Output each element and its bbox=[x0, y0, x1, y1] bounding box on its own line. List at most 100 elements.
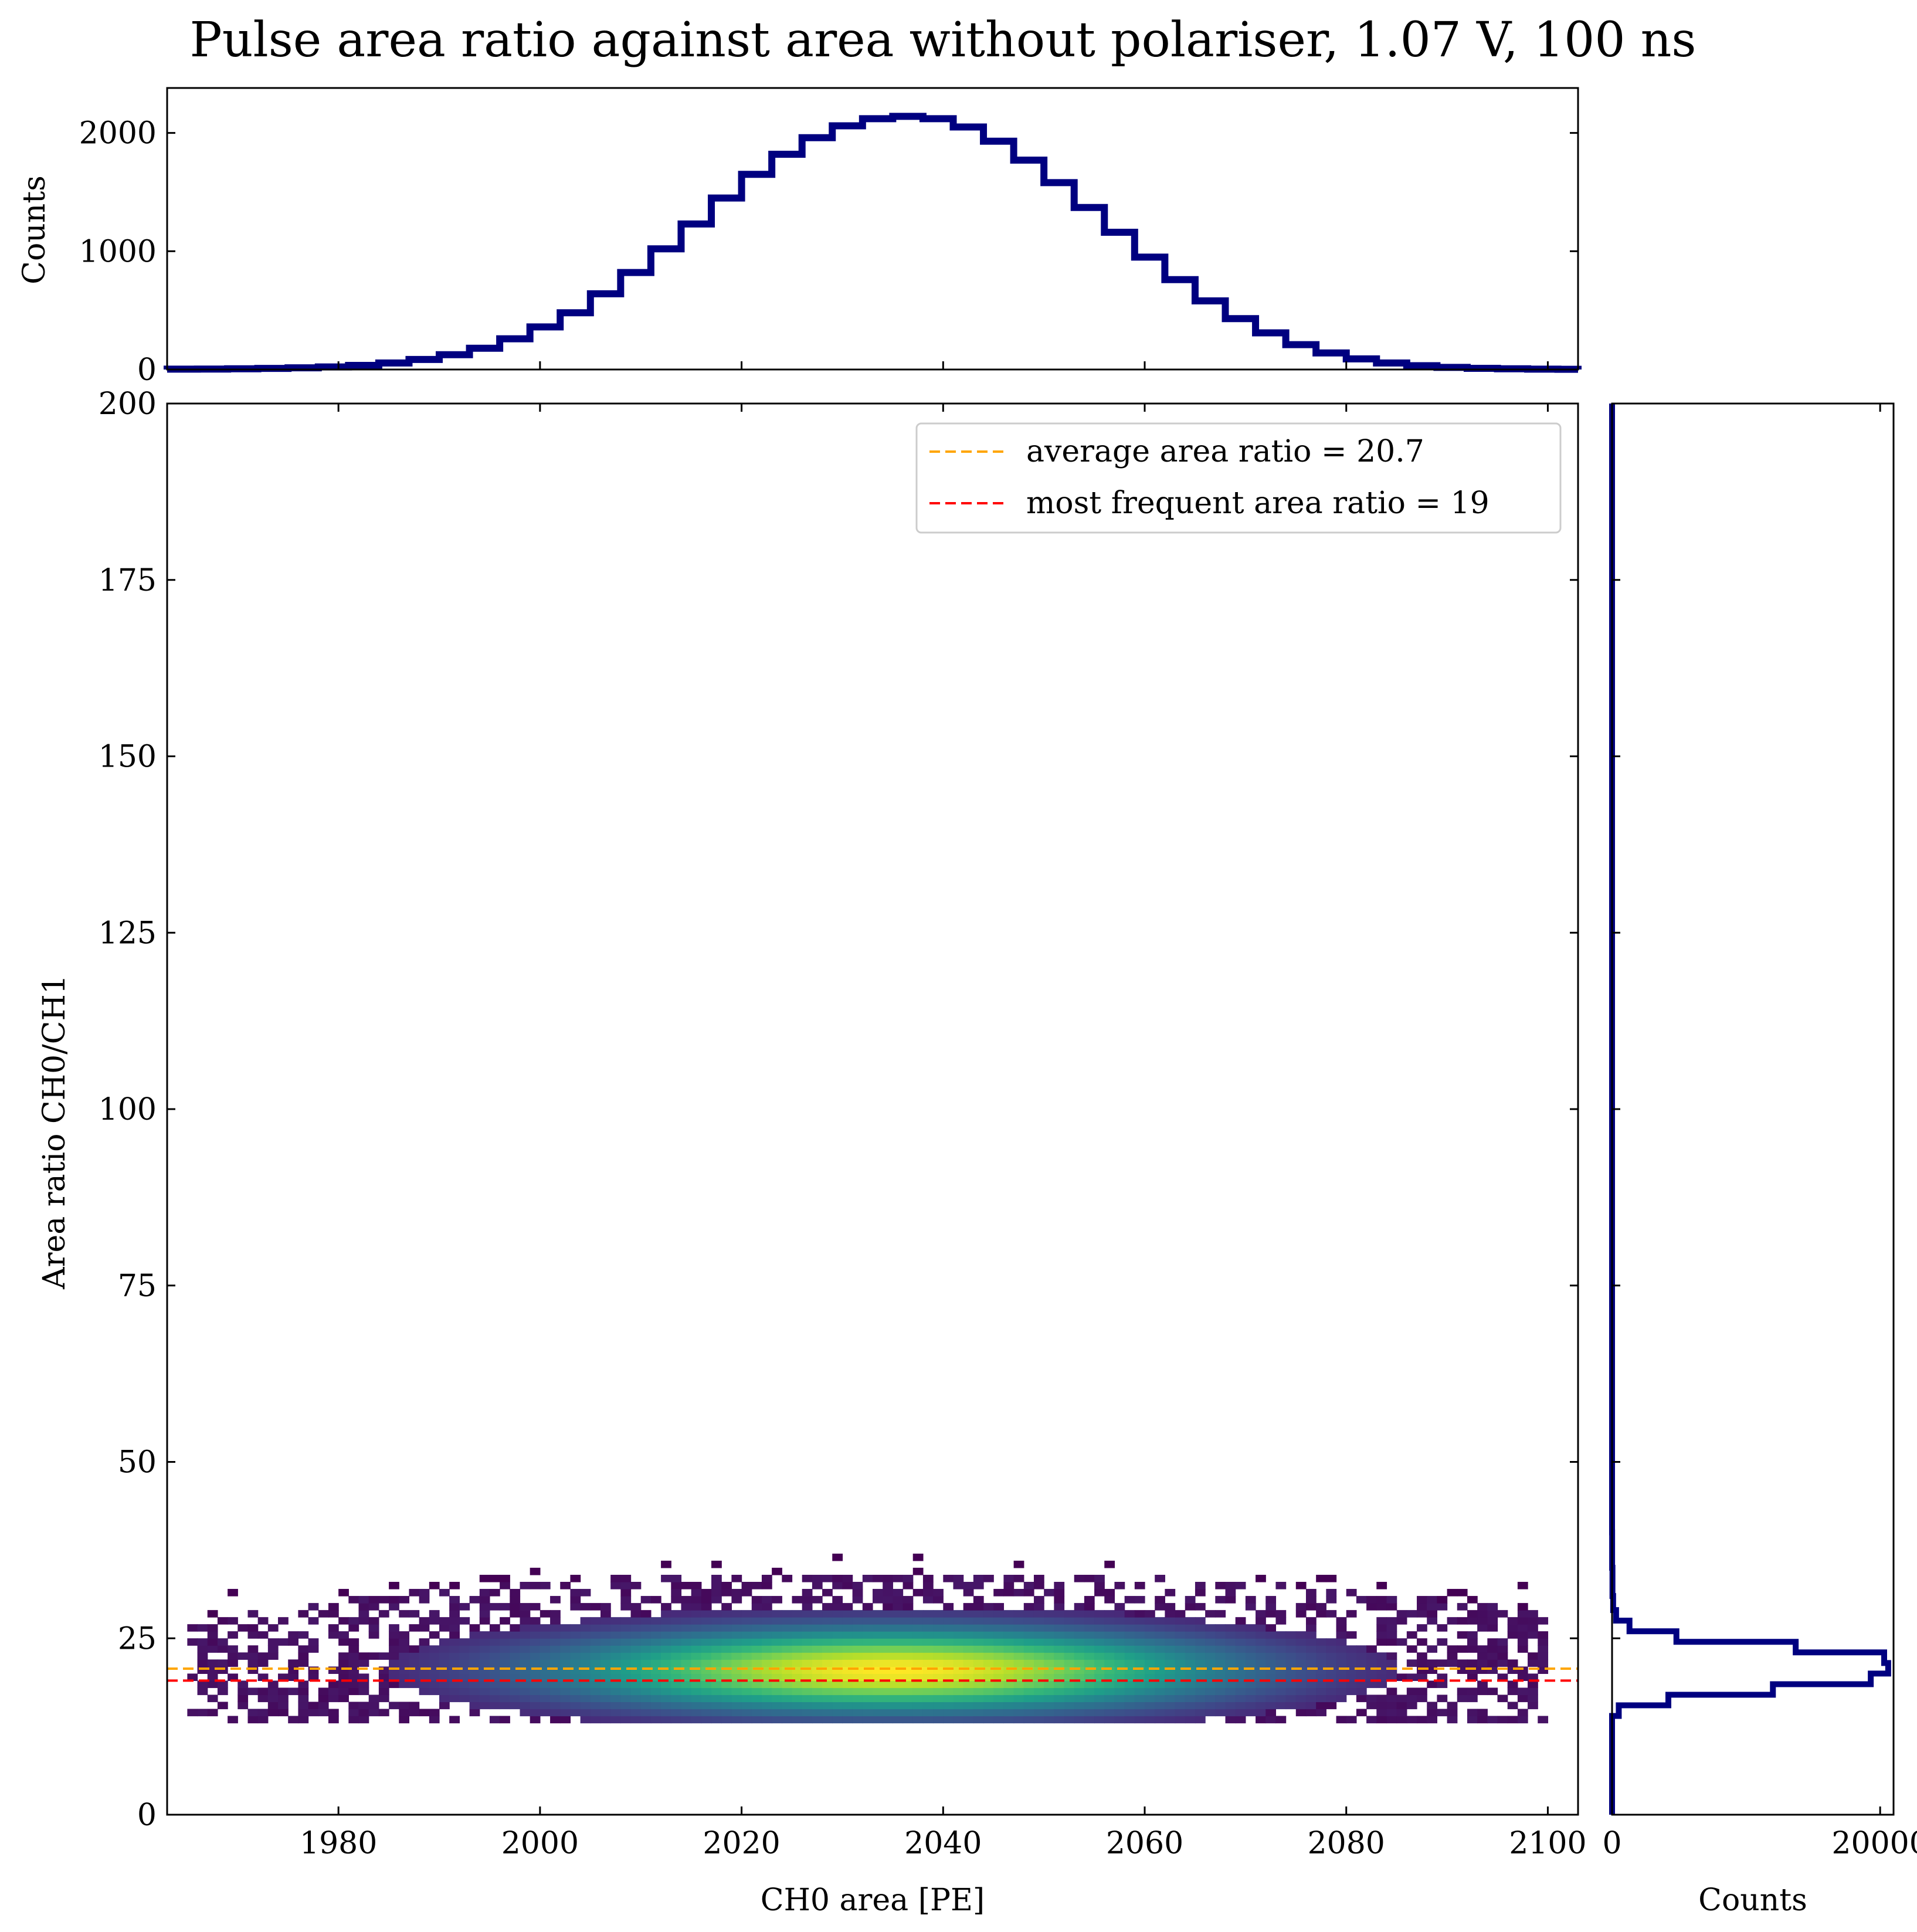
heatmap-cell-999 bbox=[873, 1701, 883, 1710]
heatmap-cell-1870 bbox=[1386, 1673, 1397, 1682]
heatmap-cell-444 bbox=[570, 1694, 581, 1703]
heatmap-cell-788 bbox=[751, 1596, 762, 1604]
heatmap-cell-1074 bbox=[902, 1596, 914, 1604]
heatmap-cell-1374 bbox=[1064, 1610, 1075, 1618]
heatmap-cell-1005 bbox=[873, 1659, 883, 1667]
heatmap-cell-455 bbox=[570, 1603, 581, 1611]
heatmap-cell-372 bbox=[520, 1624, 531, 1632]
heatmap-cell-457 bbox=[570, 1589, 581, 1597]
heatmap-cell-146 bbox=[348, 1596, 359, 1604]
heatmap-cell-1500 bbox=[1134, 1610, 1145, 1618]
heatmap-cell-1655 bbox=[1235, 1701, 1246, 1710]
heatmap-cell-819 bbox=[772, 1652, 782, 1660]
heatmap-cell-1462 bbox=[1114, 1631, 1125, 1639]
heatmap-cell-1925 bbox=[1437, 1638, 1448, 1646]
heatmap-cell-720 bbox=[721, 1680, 732, 1689]
heatmap-cell-892 bbox=[812, 1645, 823, 1653]
heatmap-cell-1878 bbox=[1386, 1603, 1397, 1611]
heatmap-cell-155 bbox=[358, 1617, 369, 1625]
heatmap-cell-1219 bbox=[983, 1645, 994, 1653]
heatmap-cell-1591 bbox=[1195, 1694, 1206, 1703]
heatmap-cell-41 bbox=[237, 1694, 249, 1703]
heatmap-cell-730 bbox=[721, 1610, 732, 1618]
heatmap-cell-203 bbox=[409, 1709, 420, 1717]
heatmap-cell-1152 bbox=[953, 1716, 964, 1724]
heatmap-cell-1354 bbox=[1054, 1610, 1065, 1618]
heatmap-cell-1246 bbox=[1003, 1709, 1015, 1717]
heatmap-cell-1355 bbox=[1054, 1603, 1065, 1611]
heatmap-cell-811 bbox=[772, 1709, 782, 1717]
heatmap-cell-356 bbox=[510, 1610, 521, 1618]
heatmap-cell-1392 bbox=[1074, 1574, 1085, 1582]
heatmap-cell-1904 bbox=[1417, 1638, 1427, 1646]
heatmap-cell-1641 bbox=[1225, 1680, 1236, 1689]
heatmap-cell-653 bbox=[681, 1596, 692, 1604]
heatmap-cell-1816 bbox=[1336, 1617, 1347, 1625]
heatmap-cell-1937 bbox=[1457, 1694, 1468, 1703]
heatmap-cell-128 bbox=[338, 1652, 349, 1660]
heatmap-cell-1944 bbox=[1457, 1603, 1468, 1611]
heatmap-cell-109 bbox=[318, 1694, 329, 1703]
heatmap-cell-757 bbox=[741, 1687, 752, 1696]
heatmap-cell-1178 bbox=[963, 1659, 974, 1667]
heatmap-cell-475 bbox=[580, 1589, 591, 1597]
heatmap-cell-939 bbox=[832, 1574, 843, 1582]
heatmap-cell-885 bbox=[812, 1694, 823, 1703]
heatmap-cell-647 bbox=[681, 1638, 692, 1646]
heatmap-cell-1478 bbox=[1124, 1645, 1135, 1653]
heatmap-cell-1033 bbox=[883, 1596, 893, 1604]
heatmap-cell-573 bbox=[640, 1652, 652, 1660]
heatmap-cell-1907 bbox=[1417, 1603, 1427, 1611]
heatmap-cell-519 bbox=[610, 1645, 621, 1653]
heatmap-cell-887 bbox=[812, 1680, 823, 1689]
heatmap-cell-1678 bbox=[1245, 1645, 1256, 1653]
heatmap-cell-1183 bbox=[963, 1624, 974, 1632]
heatmap-cell-1287 bbox=[1023, 1687, 1034, 1696]
heatmap-cell-1872 bbox=[1386, 1659, 1397, 1667]
heatmap-cell-922 bbox=[832, 1701, 843, 1710]
heatmap-cell-1875 bbox=[1386, 1631, 1397, 1639]
heatmap-cell-116 bbox=[328, 1680, 339, 1689]
heatmap-cell-557 bbox=[630, 1638, 642, 1646]
heatmap-cell-878 bbox=[802, 1603, 813, 1611]
heatmap-cell-238 bbox=[429, 1610, 440, 1618]
heatmap-cell-1864 bbox=[1376, 1582, 1387, 1589]
heatmap-cell-958 bbox=[842, 1582, 853, 1589]
heatmap-cell-313 bbox=[489, 1701, 500, 1710]
heatmap-cell-1692 bbox=[1256, 1659, 1266, 1667]
heatmap-cell-569 bbox=[640, 1680, 652, 1689]
heatmap-cell-149 bbox=[358, 1701, 369, 1710]
heatmap-cell-1154 bbox=[953, 1701, 964, 1710]
heatmap-cell-809 bbox=[761, 1574, 772, 1582]
heatmap-cell-1067 bbox=[902, 1645, 914, 1653]
heatmap-cell-654 bbox=[681, 1582, 692, 1589]
heatmap-cell-1509 bbox=[1145, 1673, 1155, 1682]
heatmap-cell-593 bbox=[650, 1631, 661, 1639]
heatmap-cell-31 bbox=[217, 1617, 228, 1625]
heatmap-cell-42 bbox=[237, 1687, 249, 1696]
heatmap-cell-751 bbox=[731, 1589, 742, 1597]
heatmap-cell-1163 bbox=[953, 1638, 964, 1646]
heatmap-cell-177 bbox=[389, 1701, 399, 1710]
heatmap-cell-1548 bbox=[1165, 1638, 1176, 1646]
heatmap-cell-398 bbox=[540, 1687, 551, 1696]
heatmap-cell-1469 bbox=[1124, 1709, 1135, 1717]
heatmap-cell-1551 bbox=[1165, 1617, 1176, 1625]
heatmap-cell-858 bbox=[792, 1624, 803, 1632]
heatmap-cell-1035 bbox=[883, 1582, 893, 1589]
heatmap-cell-1471 bbox=[1124, 1694, 1135, 1703]
heatmap-cell-769 bbox=[741, 1589, 752, 1597]
heatmap-cell-919 bbox=[822, 1574, 833, 1582]
heatmap-cell-1727 bbox=[1275, 1645, 1287, 1653]
heatmap-cell-1460 bbox=[1114, 1645, 1125, 1653]
heatmap-cell-684 bbox=[701, 1652, 712, 1660]
heatmap-cell-1732 bbox=[1275, 1582, 1287, 1589]
heatmap-cell-454 bbox=[570, 1624, 581, 1632]
heatmap-cell-562 bbox=[630, 1603, 642, 1611]
heatmap-cell-1658 bbox=[1235, 1680, 1246, 1689]
heatmap-cell-158 bbox=[358, 1596, 369, 1604]
heatmap-cell-1320 bbox=[1033, 1582, 1044, 1589]
heatmap-cell-1105 bbox=[922, 1652, 934, 1660]
heatmap-cell-1117 bbox=[933, 1709, 944, 1717]
heatmap-cell-1121 bbox=[933, 1680, 944, 1689]
